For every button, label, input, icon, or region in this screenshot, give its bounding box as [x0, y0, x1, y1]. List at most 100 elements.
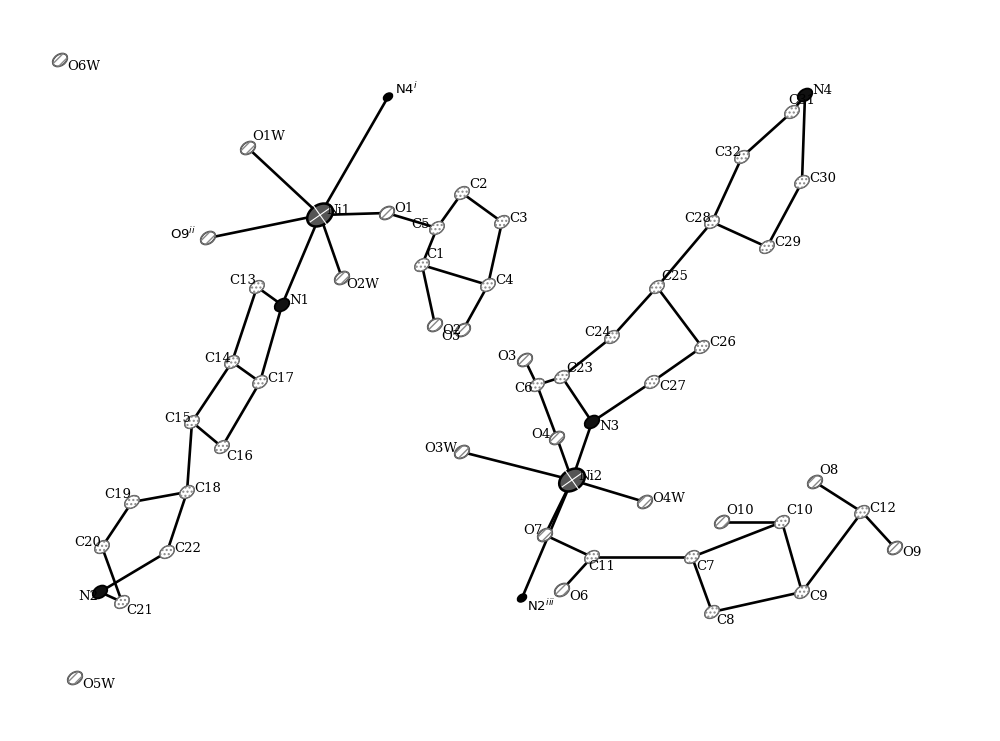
Ellipse shape — [180, 485, 194, 499]
Ellipse shape — [455, 187, 469, 199]
Text: C2: C2 — [469, 178, 488, 190]
Ellipse shape — [735, 150, 749, 164]
Text: O7: O7 — [523, 525, 542, 537]
Ellipse shape — [428, 319, 442, 331]
Ellipse shape — [650, 281, 664, 293]
Ellipse shape — [53, 53, 67, 67]
Text: C27: C27 — [659, 379, 686, 393]
Ellipse shape — [456, 324, 470, 336]
Text: C15: C15 — [164, 411, 191, 425]
Ellipse shape — [585, 416, 599, 428]
Ellipse shape — [481, 279, 495, 291]
Ellipse shape — [201, 232, 215, 245]
Ellipse shape — [307, 204, 333, 227]
Ellipse shape — [93, 585, 107, 599]
Ellipse shape — [250, 281, 264, 293]
Ellipse shape — [517, 594, 527, 602]
Text: O8: O8 — [819, 465, 838, 477]
Ellipse shape — [115, 596, 129, 608]
Ellipse shape — [538, 528, 552, 542]
Text: C13: C13 — [229, 273, 256, 287]
Text: C31: C31 — [788, 95, 815, 107]
Ellipse shape — [795, 585, 809, 599]
Text: $\mathrm{N2}^{iii}$: $\mathrm{N2}^{iii}$ — [527, 598, 555, 614]
Ellipse shape — [798, 89, 812, 102]
Ellipse shape — [638, 496, 652, 508]
Text: C19: C19 — [104, 488, 131, 502]
Ellipse shape — [605, 330, 619, 343]
Text: C28: C28 — [684, 211, 711, 225]
Text: $\mathrm{O9}^{ii}$: $\mathrm{O9}^{ii}$ — [170, 226, 196, 242]
Text: O4W: O4W — [652, 491, 685, 505]
Ellipse shape — [555, 370, 569, 383]
Text: O3: O3 — [497, 350, 516, 362]
Ellipse shape — [253, 376, 267, 388]
Ellipse shape — [495, 216, 509, 228]
Ellipse shape — [185, 416, 199, 428]
Ellipse shape — [68, 671, 82, 685]
Ellipse shape — [705, 605, 719, 619]
Ellipse shape — [530, 379, 544, 391]
Text: C21: C21 — [126, 605, 153, 617]
Text: O9: O9 — [902, 545, 921, 559]
Text: C30: C30 — [809, 171, 836, 185]
Ellipse shape — [715, 516, 729, 528]
Text: N2: N2 — [78, 590, 98, 602]
Ellipse shape — [455, 445, 469, 459]
Text: O2: O2 — [442, 324, 461, 336]
Text: C20: C20 — [74, 536, 101, 550]
Ellipse shape — [775, 516, 789, 528]
Text: $\mathrm{N4}^{i}$: $\mathrm{N4}^{i}$ — [395, 81, 418, 97]
Ellipse shape — [555, 584, 569, 597]
Ellipse shape — [160, 545, 174, 559]
Ellipse shape — [795, 176, 809, 188]
Ellipse shape — [808, 476, 822, 488]
Text: C3: C3 — [509, 211, 528, 225]
Text: O2W: O2W — [346, 279, 379, 291]
Text: C9: C9 — [809, 590, 828, 602]
Text: O3W: O3W — [424, 442, 457, 454]
Text: C5: C5 — [411, 218, 430, 230]
Text: C26: C26 — [709, 336, 736, 350]
Ellipse shape — [518, 353, 532, 367]
Text: C29: C29 — [774, 236, 801, 250]
Ellipse shape — [225, 356, 239, 368]
Text: N3: N3 — [599, 420, 619, 433]
Ellipse shape — [95, 541, 109, 554]
Text: O5W: O5W — [82, 679, 115, 691]
Text: C12: C12 — [869, 502, 896, 514]
Ellipse shape — [550, 431, 564, 445]
Text: C4: C4 — [495, 274, 514, 288]
Ellipse shape — [559, 468, 585, 491]
Ellipse shape — [585, 551, 599, 563]
Ellipse shape — [695, 341, 709, 353]
Text: C24: C24 — [584, 327, 611, 339]
Text: C1: C1 — [426, 247, 444, 261]
Text: C11: C11 — [588, 559, 615, 573]
Ellipse shape — [430, 222, 444, 234]
Ellipse shape — [645, 376, 659, 388]
Ellipse shape — [685, 551, 699, 563]
Text: C17: C17 — [267, 371, 294, 385]
Ellipse shape — [855, 505, 869, 519]
Text: Ni1: Ni1 — [326, 205, 350, 218]
Text: O6W: O6W — [67, 61, 100, 73]
Text: C22: C22 — [174, 542, 201, 554]
Text: C8: C8 — [716, 614, 734, 628]
Text: O6: O6 — [569, 591, 588, 603]
Text: C10: C10 — [786, 505, 813, 517]
Text: O10: O10 — [726, 505, 754, 517]
Text: O4: O4 — [531, 428, 550, 440]
Ellipse shape — [888, 542, 902, 554]
Text: C23: C23 — [566, 362, 593, 374]
Ellipse shape — [215, 441, 229, 453]
Ellipse shape — [380, 207, 394, 219]
Ellipse shape — [705, 216, 719, 228]
Text: N1: N1 — [289, 294, 309, 308]
Ellipse shape — [415, 259, 429, 271]
Text: C6: C6 — [514, 382, 533, 396]
Text: C16: C16 — [226, 450, 253, 462]
Ellipse shape — [335, 271, 349, 285]
Text: O5: O5 — [441, 330, 460, 344]
Ellipse shape — [785, 105, 799, 119]
